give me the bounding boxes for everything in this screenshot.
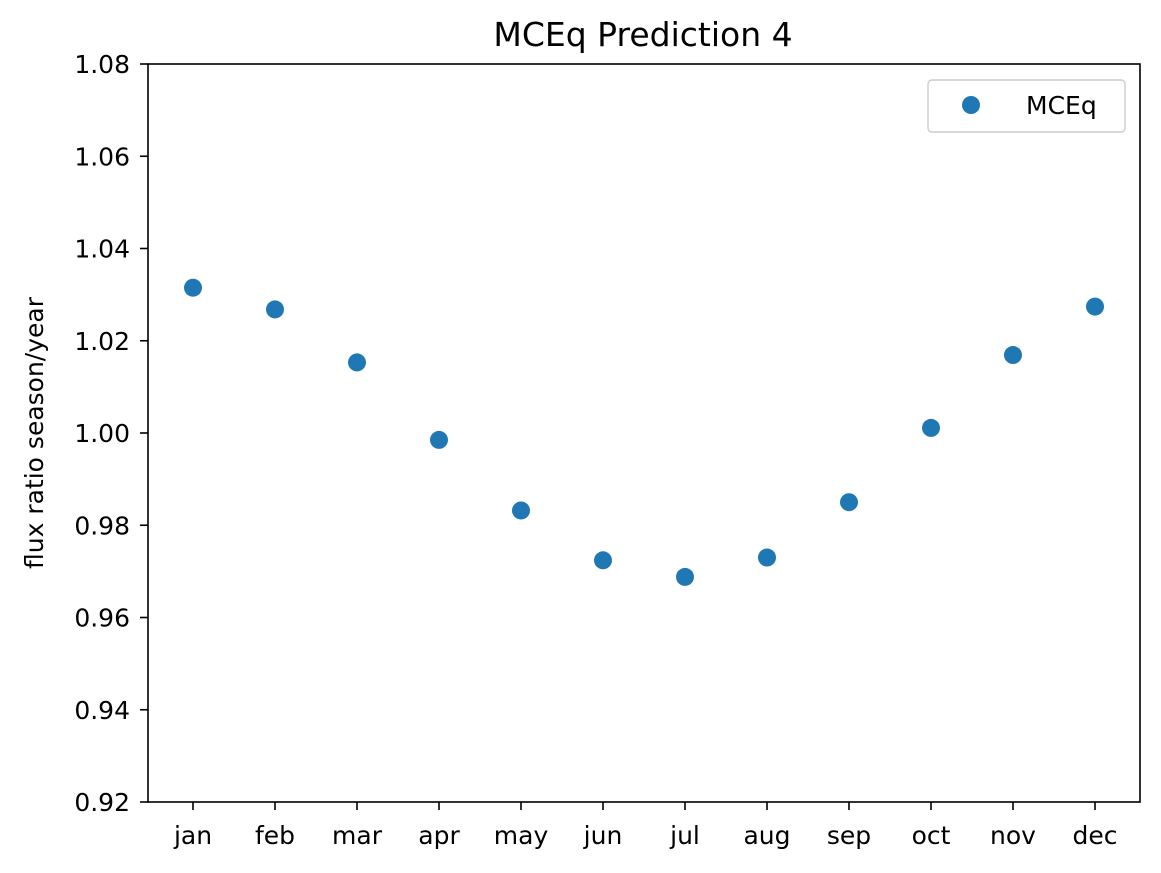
x-tick-label: feb <box>255 821 295 850</box>
data-point <box>1086 297 1104 316</box>
y-tick-label: 1.04 <box>74 235 130 264</box>
y-tick-label: 1.06 <box>74 142 130 171</box>
data-point <box>594 551 612 570</box>
x-tick-label: may <box>494 821 549 850</box>
y-tick-label: 0.94 <box>74 696 130 725</box>
data-point <box>430 430 448 449</box>
y-tick-label: 0.98 <box>74 511 130 540</box>
chart-title: MCEq Prediction 4 <box>493 15 792 54</box>
data-point <box>512 501 530 520</box>
data-point <box>840 493 858 512</box>
x-tick-label: oct <box>912 821 951 850</box>
x-tick-label: nov <box>990 821 1036 850</box>
x-ticks: jan feb mar apr may jun jul aug sep oct nov dec <box>173 802 1118 850</box>
data-point <box>922 418 940 437</box>
plot-frame <box>147 63 1141 803</box>
y-tick-label: 1.08 <box>74 50 130 79</box>
y-tick-label: 1.02 <box>74 327 130 356</box>
data-point <box>758 548 776 567</box>
x-tick-label: aug <box>743 821 790 850</box>
data-point <box>1004 346 1022 365</box>
y-ticks: 0.92 0.94 0.96 0.98 1.00 1.02 1.04 1.06 1.08 <box>74 50 148 817</box>
legend-marker <box>962 96 980 114</box>
y-tick-label: 1.00 <box>74 419 130 448</box>
x-tick-label: dec <box>1073 821 1118 850</box>
x-tick-label: apr <box>418 821 460 850</box>
data-point <box>266 300 284 319</box>
x-tick-label: jan <box>173 821 212 850</box>
y-axis-label: flux ratio season/year <box>20 296 49 569</box>
legend-box <box>927 79 1126 133</box>
y-tick-label: 0.96 <box>74 604 130 633</box>
x-tick-label: sep <box>827 821 871 850</box>
x-tick-label: mar <box>332 821 383 850</box>
data-point <box>348 353 366 372</box>
legend: MCEq <box>927 79 1126 133</box>
legend-label: MCEq <box>1026 91 1097 120</box>
data-point <box>676 567 694 586</box>
x-tick-label: jul <box>669 821 700 850</box>
data-points <box>184 278 1104 586</box>
data-point <box>184 278 202 297</box>
x-tick-label: jun <box>583 821 623 850</box>
y-tick-label: 0.92 <box>74 788 130 817</box>
